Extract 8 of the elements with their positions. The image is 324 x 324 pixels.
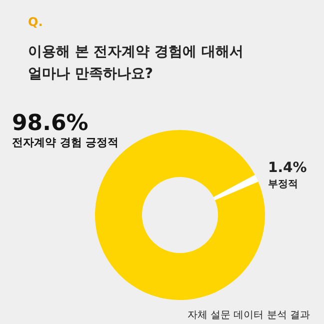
- slice-label: 부정적: [268, 179, 298, 190]
- chart-title: 이용해 본 전자계약 경험에 대해서 얼마나 만족하나요?: [28, 44, 244, 82]
- text: Q.: [28, 15, 43, 29]
- data-label: 98.6%: [12, 111, 88, 136]
- slice-label: 전자계약 경험 긍정적: [12, 136, 119, 149]
- donut-slice: [214, 174, 258, 200]
- data-label: 1.4%: [268, 160, 307, 176]
- text: 자체 설문 데이터 분석 결과: [187, 310, 310, 321]
